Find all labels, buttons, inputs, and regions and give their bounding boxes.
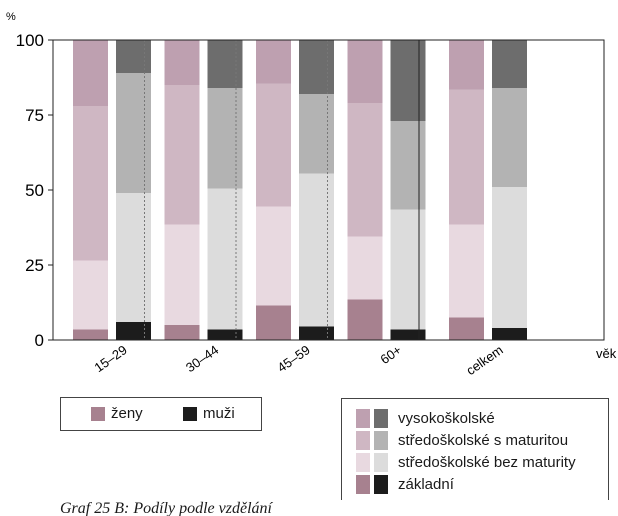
x-tick-label: 30–44: [183, 342, 221, 375]
legend-swatch: [374, 453, 388, 472]
bar-segment-45–59-ženy-0: [256, 305, 291, 340]
bar-segment-celkem-muži-0: [492, 328, 527, 340]
bar-segment-30–44-muži-0: [207, 329, 243, 340]
legend-swatch: [356, 453, 370, 472]
grid-lines: [144, 40, 420, 340]
legend-label-men: muži: [203, 405, 235, 422]
legend-swatch: [374, 409, 388, 428]
bar-segment-celkem-ženy-2: [449, 89, 484, 225]
legend-swatch: [356, 475, 370, 494]
y-tick-label: 25: [25, 256, 44, 275]
bar-segment-30–44-muži-2: [207, 88, 243, 189]
bar-segment-60+-muži-0: [390, 329, 426, 340]
bar-segment-15–29-ženy-2: [73, 106, 108, 261]
y-unit-label: %: [6, 11, 16, 23]
x-axis-label: věk: [596, 346, 617, 361]
bar-segment-15–29-muži-2: [116, 73, 151, 193]
x-tick-label: 60+: [378, 342, 405, 367]
bar-segment-45–59-muži-0: [299, 326, 334, 340]
sex-legend: ženy muži: [60, 397, 262, 431]
figure-caption: Graf 25 B: Podíly podle vzdělání: [60, 500, 272, 516]
legend-swatch-men: [183, 406, 197, 421]
bar-segment-celkem-ženy-3: [449, 40, 484, 90]
bar-segment-60+-ženy-1: [347, 236, 383, 300]
legend-label: základní: [398, 476, 454, 493]
legend-swatch-women: [91, 406, 105, 421]
bar-segment-60+-muži-2: [390, 121, 426, 210]
legend-item-education: vysokoškolské: [356, 409, 495, 428]
bar-segment-30–44-ženy-2: [164, 85, 200, 225]
y-tick-label: 50: [25, 181, 44, 200]
caption-cover: [340, 500, 610, 516]
bar-segment-15–29-ženy-1: [73, 260, 108, 330]
bar-segment-60+-muži-1: [390, 209, 426, 330]
x-tick-label: celkem: [463, 342, 505, 378]
y-tick-label: 100: [16, 31, 44, 50]
bar-segment-45–59-ženy-2: [256, 83, 291, 207]
y-tick-label: 0: [35, 331, 44, 350]
bar-segment-45–59-muži-1: [299, 173, 334, 327]
legend-swatch: [374, 431, 388, 450]
legend-item-women: ženy: [91, 405, 143, 422]
x-tick-label: 45–59: [274, 342, 312, 375]
stacked-bar-chart: 0 25 50 75 100 15–29 30–44 45–59 60+ celkem % věk: [6, 11, 617, 378]
y-tick-label: 75: [25, 106, 44, 125]
bar-segment-celkem-muži-2: [492, 88, 527, 187]
bar-segment-15–29-muži-3: [116, 40, 151, 73]
bar-segment-60+-ženy-3: [347, 40, 383, 103]
bar-segment-45–59-ženy-3: [256, 40, 291, 84]
bar-segment-60+-ženy-2: [347, 103, 383, 237]
bars-group: [73, 40, 527, 340]
legend-swatch: [374, 475, 388, 494]
legend-item-education: středoškolské s maturitou: [356, 431, 568, 450]
legend-swatch: [356, 431, 370, 450]
bar-segment-45–59-ženy-1: [256, 206, 291, 306]
bar-segment-15–29-muži-0: [116, 322, 151, 340]
bar-segment-15–29-muži-1: [116, 193, 151, 322]
bar-segment-celkem-muži-3: [492, 40, 527, 88]
legend-item-education: základní: [356, 475, 454, 494]
bar-segment-60+-muži-3: [390, 40, 426, 121]
bar-segment-15–29-ženy-3: [73, 40, 108, 106]
bar-segment-30–44-ženy-1: [164, 224, 200, 325]
bar-segment-30–44-ženy-0: [164, 325, 200, 340]
legend-item-men: muži: [183, 405, 235, 422]
legend-label-women: ženy: [111, 405, 143, 422]
bar-segment-15–29-ženy-0: [73, 329, 108, 340]
legend-label: středoškolské bez maturity: [398, 454, 576, 471]
legend-item-education: středoškolské bez maturity: [356, 453, 576, 472]
bar-segment-30–44-ženy-3: [164, 40, 200, 85]
bar-segment-60+-ženy-0: [347, 299, 383, 340]
bar-segment-30–44-muži-1: [207, 188, 243, 330]
bar-segment-celkem-ženy-0: [449, 317, 484, 340]
bar-segment-30–44-muži-3: [207, 40, 243, 88]
education-legend: vysokoškolské středoškolské s maturitou st…: [341, 398, 609, 501]
bar-segment-celkem-ženy-1: [449, 224, 484, 318]
legend-label: vysokoškolské: [398, 410, 495, 427]
x-tick-label: 15–29: [91, 342, 129, 375]
bar-segment-45–59-muži-2: [299, 94, 334, 174]
bar-segment-celkem-muži-1: [492, 187, 527, 328]
legend-swatch: [356, 409, 370, 428]
bar-segment-45–59-muži-3: [299, 40, 334, 94]
legend-label: středoškolské s maturitou: [398, 432, 569, 449]
